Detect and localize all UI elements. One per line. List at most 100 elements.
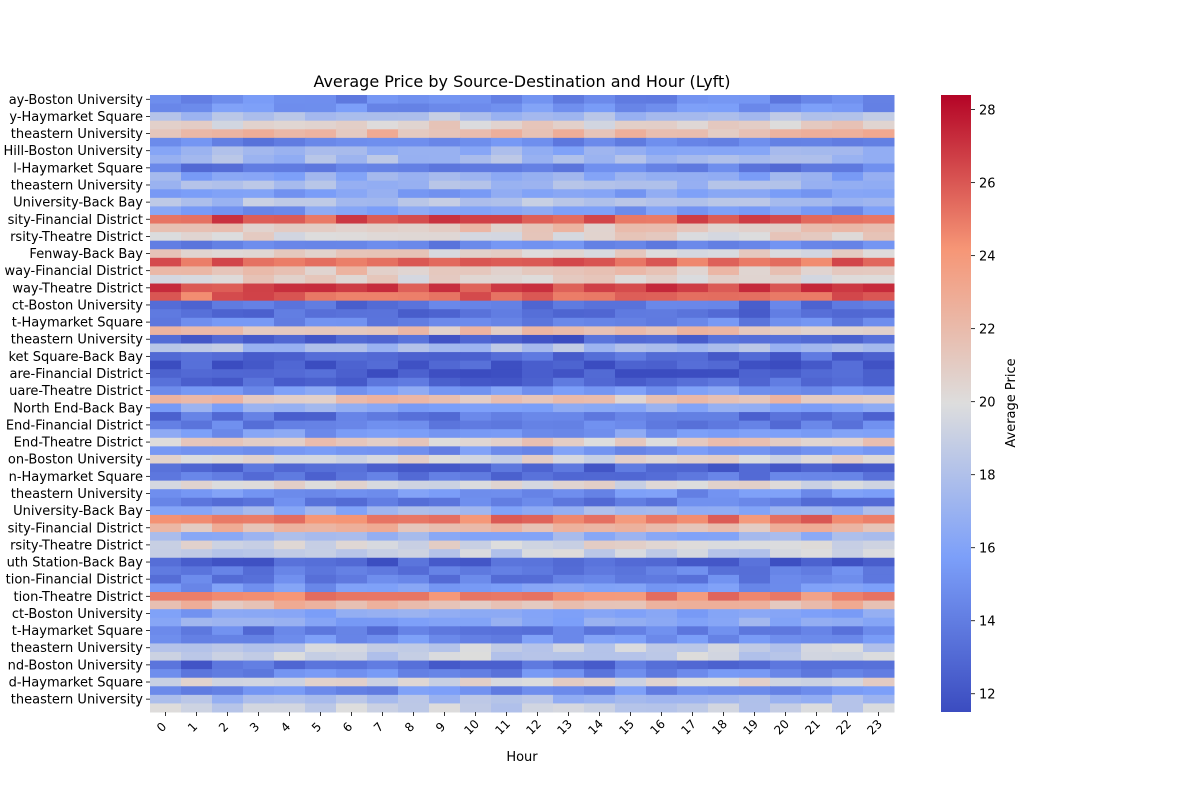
- heatmap-cell: [243, 377, 275, 387]
- heatmap-cell: [770, 300, 802, 310]
- heatmap-cell: [274, 103, 306, 113]
- heatmap-cell: [398, 283, 430, 293]
- heatmap-cell: [212, 343, 244, 353]
- heatmap-cell: [181, 609, 213, 619]
- heatmap-cell: [677, 334, 709, 345]
- heatmap-cell: [770, 549, 802, 559]
- y-tick-label: ct-Boston University: [12, 607, 143, 622]
- heatmap-cell: [460, 309, 492, 319]
- heatmap-cell: [367, 334, 399, 345]
- heatmap-cell: [336, 206, 368, 216]
- heatmap-cell: [243, 317, 275, 327]
- heatmap-cell: [770, 95, 802, 105]
- heatmap-cell: [336, 112, 368, 122]
- heatmap-cell: [770, 497, 802, 507]
- heatmap-cell: [336, 129, 368, 139]
- heatmap-cell: [677, 703, 709, 713]
- heatmap-cell: [863, 446, 895, 456]
- colorbar-tick-label: 12: [979, 688, 996, 703]
- heatmap-cell: [708, 266, 740, 276]
- heatmap-cell: [553, 95, 585, 105]
- heatmap-cell: [150, 206, 182, 216]
- heatmap-cell: [801, 497, 833, 507]
- heatmap-cell: [708, 163, 740, 173]
- heatmap-cell: [398, 489, 430, 499]
- heatmap-cell: [553, 292, 585, 302]
- heatmap-cell: [336, 334, 368, 345]
- heatmap-cell: [336, 309, 368, 319]
- heatmap-cell: [832, 369, 864, 379]
- heatmap-cell: [801, 566, 833, 576]
- x-tick-label: 2: [216, 720, 231, 735]
- heatmap-cell: [491, 412, 523, 422]
- heatmap-cell: [398, 549, 430, 559]
- heatmap-cell: [584, 446, 616, 456]
- heatmap-cell: [491, 403, 523, 413]
- heatmap-cell: [243, 206, 275, 216]
- heatmap-cell: [212, 454, 244, 464]
- heatmap-cell: [615, 626, 647, 636]
- heatmap-cell: [150, 266, 182, 276]
- heatmap-cell: [615, 112, 647, 122]
- heatmap-cell: [522, 626, 554, 636]
- heatmap-cell: [832, 112, 864, 122]
- heatmap-cell: [181, 137, 213, 147]
- heatmap-cell: [367, 214, 399, 225]
- heatmap-cell: [491, 634, 523, 644]
- heatmap-cell: [398, 163, 430, 173]
- heatmap-cell: [274, 660, 306, 670]
- heatmap-cell: [429, 626, 461, 636]
- heatmap-cell: [212, 446, 244, 456]
- heatmap-cell: [584, 394, 616, 404]
- heatmap-cell: [832, 626, 864, 636]
- heatmap-cell: [553, 240, 585, 250]
- heatmap-cell: [181, 626, 213, 636]
- heatmap-cell: [677, 129, 709, 139]
- heatmap-cell: [615, 463, 647, 473]
- heatmap-cell: [801, 352, 833, 362]
- heatmap-cell: [708, 677, 740, 687]
- heatmap-cell: [770, 660, 802, 670]
- heatmap-cell: [181, 532, 213, 542]
- heatmap-cell: [801, 197, 833, 207]
- heatmap-cell: [460, 120, 492, 130]
- heatmap-cell: [677, 274, 709, 285]
- heatmap-cell: [367, 549, 399, 559]
- heatmap-cell: [739, 189, 771, 199]
- heatmap-cell: [708, 214, 740, 225]
- heatmap-cell: [832, 472, 864, 482]
- heatmap-cell: [863, 103, 895, 113]
- heatmap-cell: [708, 609, 740, 619]
- heatmap-cell: [274, 643, 306, 653]
- heatmap-cell: [739, 703, 771, 713]
- heatmap-cell: [150, 197, 182, 207]
- heatmap-cell: [677, 180, 709, 190]
- heatmap-cell: [739, 137, 771, 147]
- heatmap-cell: [646, 523, 678, 533]
- heatmap-cell: [305, 609, 337, 619]
- heatmap-cell: [646, 532, 678, 542]
- heatmap-cell: [460, 549, 492, 559]
- heatmap-cell: [336, 626, 368, 636]
- heatmap-cell: [522, 326, 554, 336]
- heatmap-cell: [832, 412, 864, 422]
- heatmap-cell: [584, 257, 616, 267]
- heatmap-cell: [429, 532, 461, 542]
- heatmap-cell: [801, 103, 833, 113]
- heatmap-cell: [274, 429, 306, 439]
- y-tick-label: Fenway-Back Bay: [29, 247, 143, 262]
- heatmap-cell: [863, 360, 895, 370]
- heatmap-cell: [770, 583, 802, 593]
- heatmap-cell: [584, 583, 616, 593]
- heatmap-cell: [708, 694, 740, 704]
- heatmap-cell: [212, 592, 244, 602]
- heatmap-cell: [708, 360, 740, 370]
- heatmap-cell: [367, 240, 399, 250]
- heatmap-cell: [677, 600, 709, 610]
- heatmap-cell: [801, 300, 833, 310]
- heatmap-cell: [553, 574, 585, 584]
- heatmap-cell: [677, 574, 709, 584]
- heatmap-cell: [212, 163, 244, 173]
- y-tick-label: End-Financial District: [6, 418, 143, 433]
